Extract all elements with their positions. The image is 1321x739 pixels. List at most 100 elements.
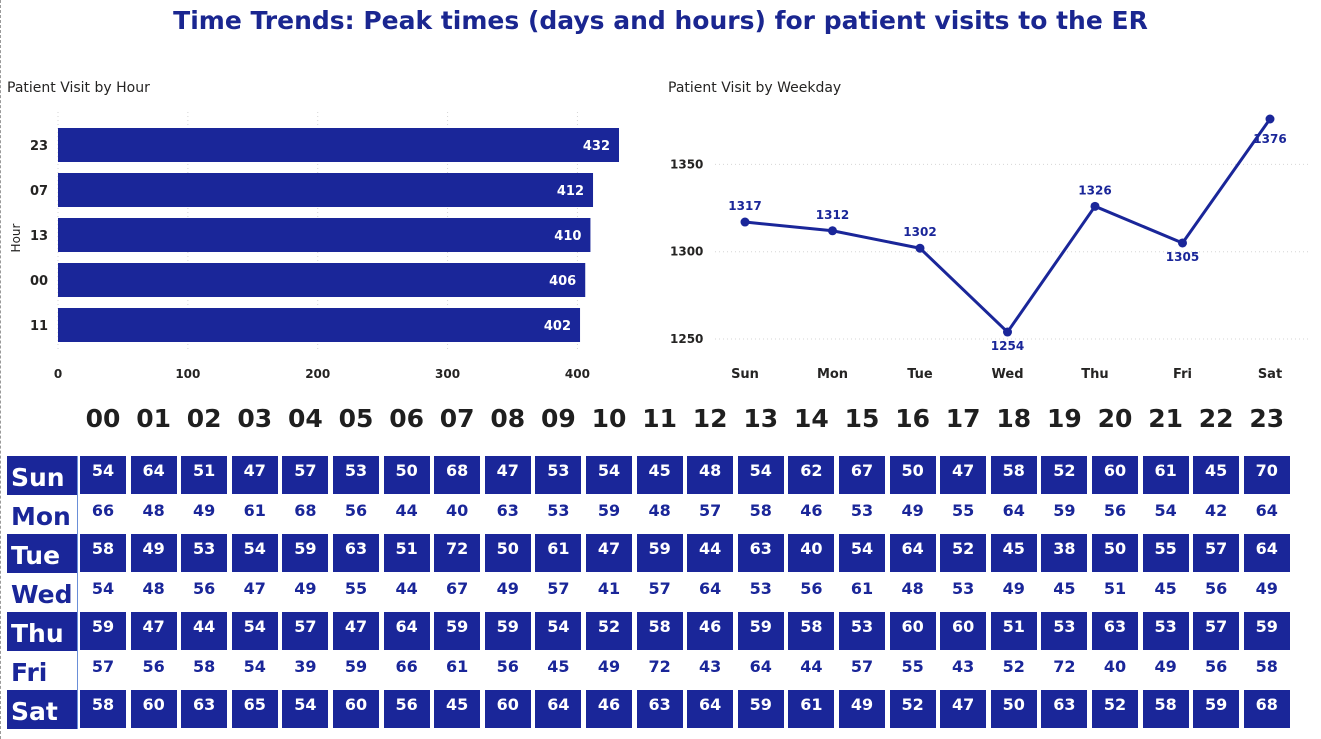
heatmap-cell: 53: [850, 501, 874, 520]
heatmap-cell: 59: [597, 501, 621, 520]
heatmap-cell: 53: [1041, 612, 1088, 650]
heatmap-cell: 56: [142, 657, 165, 676]
heatmap-column-label: 20: [1097, 404, 1133, 433]
heatmap-cell: 54: [231, 534, 278, 572]
weekday-point-data-label: 1317: [728, 199, 761, 213]
heatmap-cell: 64: [699, 579, 722, 598]
heatmap-cell: 68: [294, 501, 317, 520]
heatmap-cell: 50: [484, 534, 531, 572]
heatmap-cell: 47: [940, 690, 987, 728]
heatmap-column-label: 01: [136, 404, 171, 433]
weekday-point: [740, 217, 750, 227]
heatmap-cell: 58: [193, 657, 216, 676]
heatmap-column-label: 07: [439, 404, 475, 433]
hour-chart-category-label: 11: [30, 319, 48, 334]
heatmap-cell: 61: [788, 690, 835, 728]
heatmap-column-label: 12: [692, 404, 728, 433]
heatmap-cell: 45: [636, 456, 683, 494]
heatmap-cell: 61: [535, 534, 582, 572]
heatmap-cell: 60: [1092, 456, 1138, 494]
heatmap-column-label: 23: [1249, 404, 1285, 433]
hour-bar: [58, 218, 591, 252]
heatmap-row-label: Fri: [11, 658, 48, 687]
heatmap-column-label: 15: [844, 404, 880, 433]
heatmap-cell: 61: [446, 657, 469, 676]
heatmap-cell: 70: [1243, 456, 1290, 494]
heatmap-cell: 59: [737, 690, 784, 728]
hour-bar: [58, 128, 619, 162]
weekday-chart-x-tick: Sun: [731, 367, 759, 382]
heatmap-column-label: 13: [743, 404, 779, 433]
heatmap-cell: 58: [80, 534, 126, 572]
heatmap-cell: 47: [940, 456, 987, 494]
heatmap-column-label: 17: [945, 404, 981, 433]
heatmap-cell: 54: [1154, 501, 1177, 520]
heatmap-cell: 49: [597, 657, 621, 676]
heatmap-cell: 65: [231, 690, 278, 728]
heatmap-cell: 57: [850, 657, 874, 676]
heatmap-cell: 52: [940, 534, 987, 572]
hour-bar-data-label: 432: [583, 139, 610, 154]
page-frame-edge: [0, 0, 1, 739]
heatmap-cell: 49: [496, 579, 519, 598]
heatmap-row-divider: [77, 456, 78, 729]
weekday-point: [1090, 201, 1100, 211]
heatmap-column-label: 09: [540, 404, 576, 433]
heatmap-cell: 49: [901, 501, 924, 520]
heatmap-cell: 48: [687, 456, 734, 494]
heatmap-cell: 49: [193, 501, 216, 520]
heatmap-cell: 49: [839, 690, 885, 728]
hour-chart-x-tick: 300: [435, 367, 460, 381]
heatmap-cell: 66: [395, 657, 418, 676]
hour-chart-x-tick: 200: [305, 367, 330, 381]
heatmap-cell: 53: [333, 456, 379, 494]
heatmap-cell: 64: [1002, 501, 1025, 520]
heatmap-cell: 47: [333, 612, 379, 650]
heatmap-cell: 58: [749, 501, 772, 520]
hour-bar-data-label: 410: [554, 229, 581, 244]
heatmap-cell: 67: [446, 579, 469, 598]
heatmap-cell: 45: [434, 690, 481, 728]
heatmap-cell: 54: [231, 612, 278, 650]
heatmap-cell: 57: [1193, 534, 1240, 572]
heatmap-cell: 47: [130, 612, 177, 650]
heatmap-cell: 67: [839, 456, 885, 494]
heatmap-cell: 56: [344, 501, 368, 520]
heatmap-cell: 53: [952, 579, 975, 598]
heatmap-cell: 59: [80, 612, 126, 650]
heatmap-cell: 58: [636, 612, 683, 650]
heatmap-cell: 57: [648, 579, 671, 598]
heatmap-cell: 72: [1053, 657, 1076, 676]
hour-chart-title: Patient Visit by Hour: [7, 80, 150, 96]
heatmap-cell: 55: [952, 501, 975, 520]
heatmap-cell: 59: [737, 612, 784, 650]
heatmap-column-label: 16: [895, 404, 930, 433]
heatmap-cell: 45: [990, 534, 1037, 572]
weekday-chart-title: Patient Visit by Weekday: [668, 80, 842, 96]
heatmap-column-label: 05: [338, 404, 374, 433]
heatmap-cell: 54: [737, 456, 784, 494]
weekday-point-data-label: 1312: [816, 208, 849, 222]
weekday-chart-x-tick: Thu: [1081, 367, 1108, 382]
heatmap-cell: 53: [839, 612, 885, 650]
heatmap-cell: 63: [333, 534, 379, 572]
heatmap-cell: 58: [1255, 657, 1278, 676]
weekday-chart-x-tick: Fri: [1173, 367, 1192, 382]
heatmap-cell: 45: [1053, 579, 1076, 598]
heatmap-cell: 63: [737, 534, 784, 572]
heatmap-cell: 56: [1205, 657, 1228, 676]
heatmap-cell: 47: [243, 579, 266, 598]
hour-bar: [58, 173, 594, 207]
heatmap-cell: 58: [788, 612, 835, 650]
weekday-point: [1178, 238, 1187, 248]
heatmap-column-label: 06: [389, 404, 424, 433]
heatmap-cell: 43: [699, 657, 722, 676]
weekday-chart-y-tick: 1250: [670, 332, 703, 346]
heatmap-cell: 47: [231, 456, 278, 494]
heatmap-cell: 64: [535, 690, 582, 728]
heatmap-cell: 59: [344, 657, 368, 676]
hour-bar: [58, 308, 581, 342]
heatmap-cell: 64: [1255, 501, 1278, 520]
heatmap-cell: 50: [889, 456, 936, 494]
heatmap-row-label: Thu: [7, 612, 78, 651]
